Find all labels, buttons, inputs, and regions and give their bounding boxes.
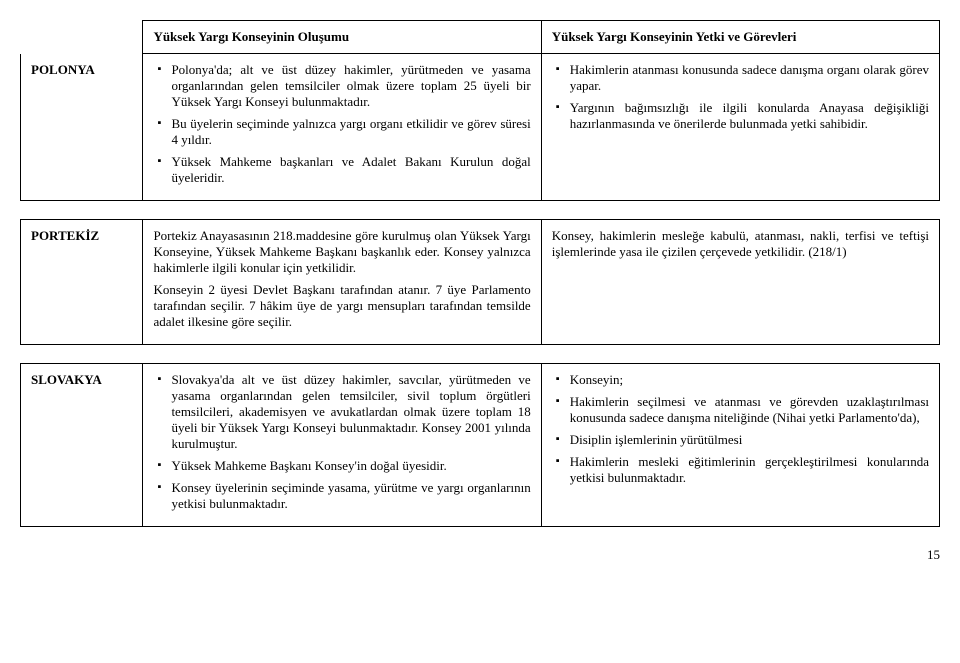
country-slovakya: SLOVAKYA bbox=[21, 364, 143, 527]
header-left: Yüksek Yargı Konseyinin Oluşumu bbox=[143, 21, 541, 54]
paragraph: Konseyin 2 üyesi Devlet Başkanı tarafınd… bbox=[153, 282, 530, 330]
list-item: Yüksek Mahkeme Başkanı Konsey'in doğal ü… bbox=[171, 458, 530, 474]
slovakya-right: Konseyin; Hakimlerin seçilmesi ve atanma… bbox=[541, 364, 939, 527]
portekiz-left: Portekiz Anayasasının 218.maddesine göre… bbox=[143, 220, 541, 345]
page-number: 15 bbox=[20, 547, 940, 563]
paragraph: Konsey, hakimlerin mesleğe kabulü, atanm… bbox=[552, 228, 929, 260]
list-item: Yüksek Mahkeme başkanları ve Adalet Baka… bbox=[171, 154, 530, 186]
list-item: Konseyin; bbox=[570, 372, 929, 388]
list-item: Hakimlerin mesleki eğitimlerinin gerçekl… bbox=[570, 454, 929, 486]
comparison-table: Yüksek Yargı Konseyinin Oluşumu Yüksek Y… bbox=[20, 20, 940, 527]
paragraph: Portekiz Anayasasının 218.maddesine göre… bbox=[153, 228, 530, 276]
portekiz-right: Konsey, hakimlerin mesleğe kabulü, atanm… bbox=[541, 220, 939, 345]
bullet-list: Slovakya'da alt ve üst düzey hakimler, s… bbox=[153, 372, 530, 512]
bullet-list: Polonya'da; alt ve üst düzey hakimler, y… bbox=[153, 62, 530, 186]
bullet-list: Konseyin; Hakimlerin seçilmesi ve atanma… bbox=[552, 372, 929, 486]
corner-cell bbox=[21, 21, 143, 54]
list-item: Slovakya'da alt ve üst düzey hakimler, s… bbox=[171, 372, 530, 452]
list-item: Hakimlerin seçilmesi ve atanması ve göre… bbox=[570, 394, 929, 426]
header-right: Yüksek Yargı Konseyinin Yetki ve Görevle… bbox=[541, 21, 939, 54]
polonya-left: Polonya'da; alt ve üst düzey hakimler, y… bbox=[143, 54, 541, 201]
country-polonya: POLONYA bbox=[21, 54, 143, 201]
list-item: Konsey üyelerinin seçiminde yasama, yürü… bbox=[171, 480, 530, 512]
slovakya-left: Slovakya'da alt ve üst düzey hakimler, s… bbox=[143, 364, 541, 527]
list-item: Polonya'da; alt ve üst düzey hakimler, y… bbox=[171, 62, 530, 110]
list-item: Yargının bağımsızlığı ile ilgili konular… bbox=[570, 100, 929, 132]
list-item: Bu üyelerin seçiminde yalnızca yargı org… bbox=[171, 116, 530, 148]
list-item: Disiplin işlemlerinin yürütülmesi bbox=[570, 432, 929, 448]
polonya-right: Hakimlerin atanması konusunda sadece dan… bbox=[541, 54, 939, 201]
list-item: Hakimlerin atanması konusunda sadece dan… bbox=[570, 62, 929, 94]
spacer bbox=[21, 201, 940, 220]
spacer bbox=[21, 345, 940, 364]
country-portekiz: PORTEKİZ bbox=[21, 220, 143, 345]
bullet-list: Hakimlerin atanması konusunda sadece dan… bbox=[552, 62, 929, 132]
